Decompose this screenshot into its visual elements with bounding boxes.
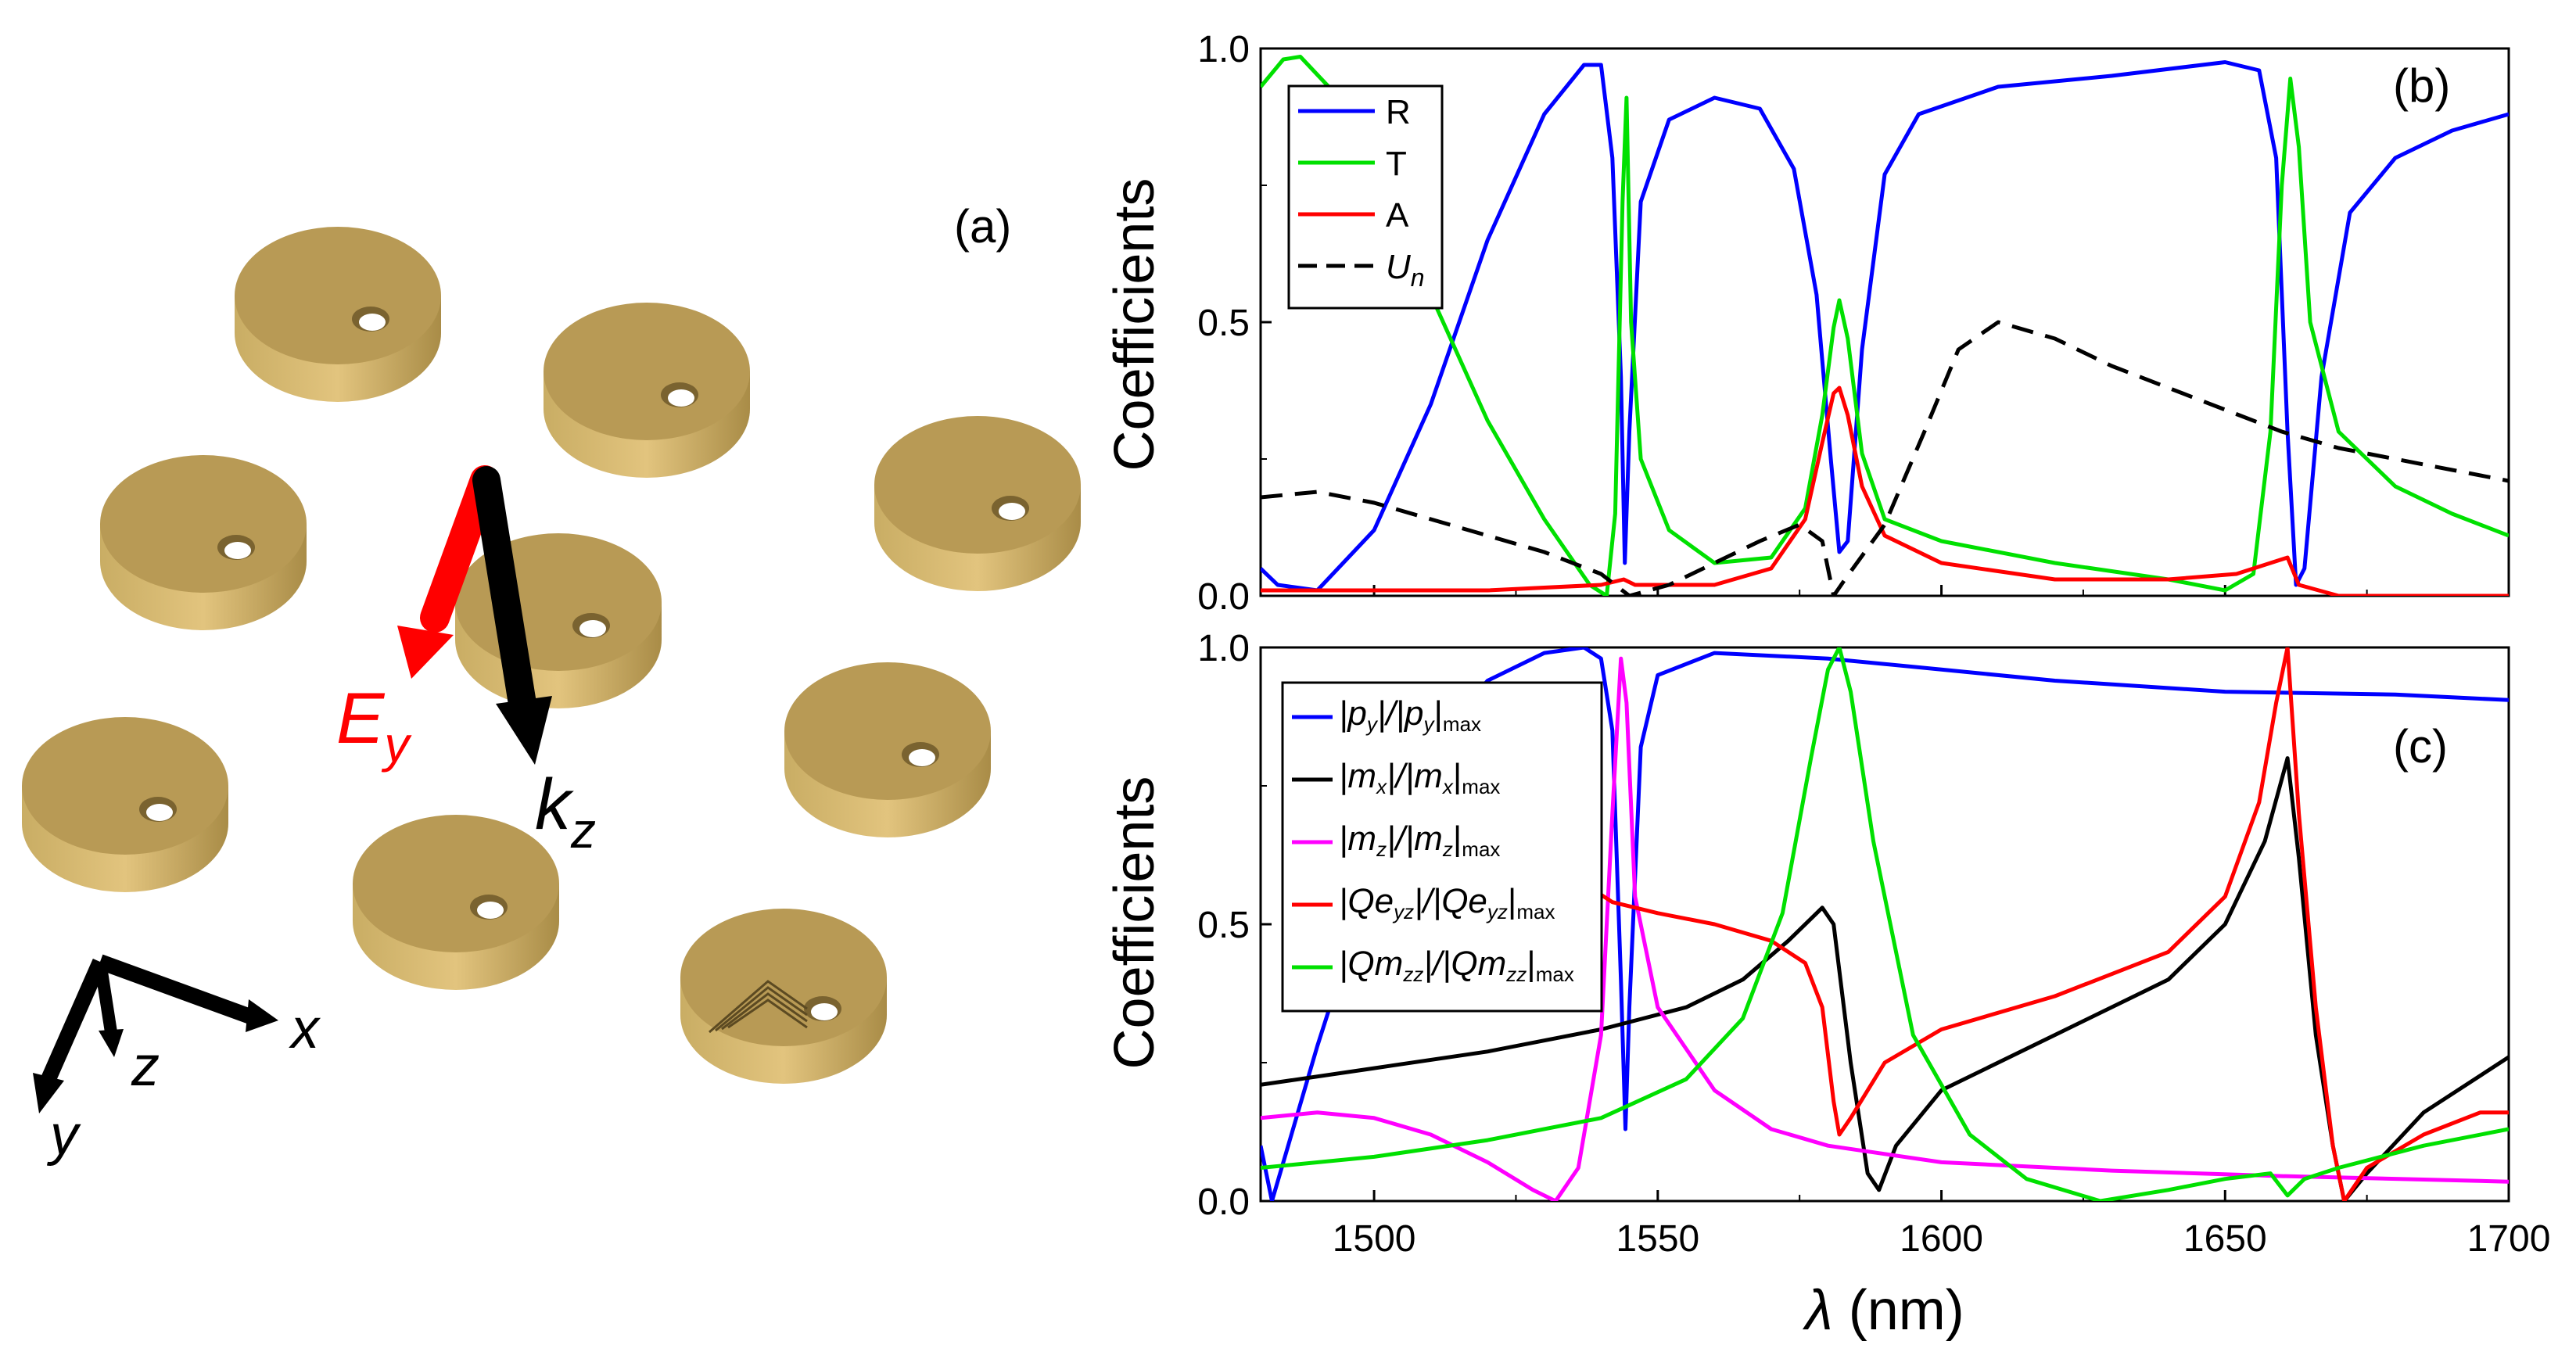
gold-disk <box>874 416 1081 591</box>
x-tick-label: 1500 <box>1333 1218 1416 1260</box>
gold-disk <box>784 662 991 837</box>
y-tick-label: 0.0 <box>1197 1182 1250 1223</box>
legend-label: |py|/|py|max <box>1339 694 1481 736</box>
legend-c: |py|/|py|max |mx|/|mx|max |mz|/|mz|max |Qey… <box>1281 681 1603 1013</box>
coordinate-axes: x y z <box>33 954 321 1167</box>
ticks-c: 0.0 0.5 1.0 1500 1550 1600 1650 1700 <box>1197 628 2550 1260</box>
series-line <box>1261 647 2509 1201</box>
gold-disk <box>100 455 307 630</box>
chart-c: 0.0 0.5 1.0 1500 1550 1600 1650 1700 (c) Coeffi… <box>1103 628 2550 1342</box>
x-tick-label: 1550 <box>1616 1218 1699 1260</box>
legend-label: T <box>1386 145 1407 183</box>
gold-disk <box>235 227 441 402</box>
gold-disk <box>680 909 887 1084</box>
disk-array <box>22 227 1081 1084</box>
y-axis-label-b: Coefficients <box>1103 178 1166 472</box>
legend-box <box>1287 84 1444 310</box>
x-tick-label: 1700 <box>2467 1218 2551 1260</box>
series-line <box>1594 647 2509 1201</box>
y-axis-label-c: Coefficients <box>1103 776 1166 1070</box>
x-axis-label: λ (nm) <box>1802 1279 1964 1342</box>
chart-b: 0.0 0.5 1.0 (b) Coefficients RTA Un <box>1103 29 2510 618</box>
series-b <box>1261 55 2509 596</box>
legend-label: |mz|/|mz|max <box>1339 819 1500 861</box>
panel-a-label: (a) <box>954 200 1011 253</box>
panel-b-label: (b) <box>2393 59 2450 112</box>
legend-box <box>1281 681 1603 1013</box>
legend-b: RTA Un <box>1287 84 1444 310</box>
y-tick-label: 1.0 <box>1197 628 1250 669</box>
y-tick-label: 0.5 <box>1197 905 1250 946</box>
ticks-b: 0.0 0.5 1.0 <box>1197 29 2510 618</box>
panel-c-label: (c) <box>2393 720 2448 773</box>
legend-label: |Qeyz|/|Qeyz|max <box>1339 882 1555 923</box>
gold-disk <box>22 717 228 892</box>
series-line <box>1261 55 2509 596</box>
legend-label: A <box>1386 196 1409 235</box>
y-tick-label: 0.0 <box>1197 576 1250 618</box>
panel-a-scene: (a) Ey kz x y z <box>22 200 1081 1167</box>
axis-y-label: y <box>46 1104 81 1167</box>
series-line <box>1261 320 2509 596</box>
legend-label: |Qmzz|/|Qmzz|max <box>1339 945 1574 986</box>
x-tick-label: 1650 <box>2183 1218 2267 1260</box>
series-line <box>1261 385 2509 596</box>
y-tick-label: 1.0 <box>1197 29 1250 70</box>
axis-x-label: x <box>289 998 321 1060</box>
wave-label: kz <box>535 765 596 859</box>
gold-disk <box>353 815 559 990</box>
series-line <box>1261 60 2509 593</box>
x-tick-label: 1600 <box>1900 1218 1983 1260</box>
legend-label: R <box>1386 93 1411 131</box>
y-tick-label: 0.5 <box>1197 303 1250 344</box>
gold-disk <box>544 303 750 478</box>
wave-arrow-kz <box>472 466 552 765</box>
field-label: Ey <box>336 679 412 773</box>
axis-z-label: z <box>131 1035 160 1098</box>
legend-label: |mx|/|mx|max <box>1339 757 1500 798</box>
legend-label: Un <box>1386 248 1425 292</box>
